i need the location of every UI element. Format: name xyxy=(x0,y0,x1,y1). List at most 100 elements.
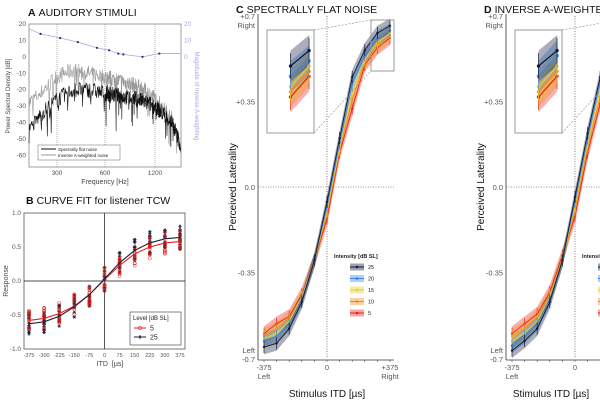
x-axis-label-text: ITD xyxy=(97,361,108,368)
data-point-20dB xyxy=(351,83,354,86)
data-point-25dB xyxy=(27,323,31,328)
data-point-25dB xyxy=(548,300,551,303)
legend-label: Spectrally flat noise xyxy=(58,147,98,152)
y-tick-sublabel: Right xyxy=(485,21,503,30)
legend-box xyxy=(37,144,121,161)
data-point-5dB xyxy=(87,287,92,292)
x-axis-label: Frequency [Hz] xyxy=(81,179,129,186)
data-point-25dB xyxy=(313,259,316,262)
data-point-5dB xyxy=(72,294,77,298)
data-point-25dB xyxy=(536,327,539,330)
curve-20dB xyxy=(290,60,310,77)
data-point-5dB xyxy=(72,292,77,297)
data-point-25dB xyxy=(300,300,303,303)
data-point-25dB xyxy=(288,64,293,68)
y-tick-label-right: 0 xyxy=(184,54,188,61)
data-point-25dB xyxy=(288,327,291,330)
y-tick-label: -1.0 xyxy=(10,346,22,353)
data-point-5dB xyxy=(102,286,107,290)
data-point-5dB xyxy=(132,263,137,268)
data-point-5dB xyxy=(42,313,46,318)
y-tick-label: 0 xyxy=(22,54,26,61)
data-point-25dB xyxy=(27,332,31,336)
panel-letter: C xyxy=(236,4,244,16)
y-tick-sublabel: Left xyxy=(242,346,255,355)
data-point-5dB xyxy=(147,251,152,256)
data-point-5dB xyxy=(57,301,62,305)
x-tick-label: 75 xyxy=(117,353,123,359)
panel-title-text: CURVE FIT for listener TCW xyxy=(37,195,171,207)
y-tick-label: 0.0 xyxy=(245,183,255,192)
inverse-a-weighting-point xyxy=(117,52,120,55)
y-tick-label: -0.35 xyxy=(238,269,255,278)
data-point-5dB xyxy=(178,243,182,248)
x-tick-label: -375 xyxy=(23,353,34,359)
data-point-5dB xyxy=(147,250,152,255)
x-axis-label: Stimulus ITD [µs] xyxy=(513,389,590,400)
data-point-5dB xyxy=(72,299,77,304)
data-point-25dB xyxy=(132,241,137,245)
legend-title: Intensity [dB SL] xyxy=(582,254,600,260)
legend-label: Inverse A-weighted noise xyxy=(58,153,109,158)
data-point-25dB xyxy=(388,24,392,27)
legend-label: 5 xyxy=(150,326,154,333)
curve-15dB xyxy=(290,65,310,88)
data-point-25dB xyxy=(72,310,77,314)
data-point-5dB xyxy=(42,327,46,332)
data-point-5dB xyxy=(27,320,31,325)
curve-25dB xyxy=(290,50,310,67)
y-tick-label: 1.0 xyxy=(12,210,21,217)
y-tick-label: -10 xyxy=(17,70,27,77)
data-point-5dB xyxy=(147,235,152,239)
panel-title-text: INVERSE A-WEIGHTED NOISE xyxy=(495,4,600,16)
panel-b-title: B CURVE FIT for listener TCW xyxy=(26,195,170,207)
data-point-5dB xyxy=(102,273,107,278)
data-point-25dB xyxy=(351,75,354,79)
y-tick-label: -60 xyxy=(17,152,27,159)
inverse-a-weighting-point xyxy=(141,55,144,58)
y-tick-sublabel: Right xyxy=(237,21,255,30)
spectrum-line-inverse-a-weighted xyxy=(28,63,182,154)
data-point-25dB xyxy=(586,132,589,135)
y-tick-label: -30 xyxy=(17,103,27,110)
data-point-25dB xyxy=(132,238,137,242)
x-tick-label: -75 xyxy=(85,353,93,359)
data-point-5dB xyxy=(178,245,182,250)
x-tick-label: -375 xyxy=(256,363,271,372)
data-point-25dB xyxy=(42,330,46,335)
zoom-connector xyxy=(561,91,600,134)
zoom-connector xyxy=(313,19,372,31)
y-axis-label: Perceived Laterality xyxy=(476,143,487,231)
data-point-25dB xyxy=(523,339,526,343)
y-tick-label-right: 10 xyxy=(184,37,192,44)
x-tick-label: 300 xyxy=(52,170,63,177)
data-point-25dB xyxy=(510,349,514,352)
data-point-5dB xyxy=(132,261,137,266)
data-point-5dB xyxy=(27,314,31,318)
legend-marker xyxy=(138,326,142,330)
data-point-25dB xyxy=(561,259,564,262)
data-point-5dB xyxy=(117,274,122,279)
panel-c: C SPECTRALLY FLAT NOISE Stimulus ITD [µs]… xyxy=(228,4,400,400)
legend-label: 20 xyxy=(368,277,374,283)
data-point-5dB xyxy=(117,257,122,262)
x-tick-label: 600 xyxy=(100,170,111,177)
data-point-25dB xyxy=(178,224,182,228)
legend-label: 15 xyxy=(368,288,374,294)
x-tick-label: 150 xyxy=(130,353,139,359)
data-point-5dB xyxy=(102,268,107,272)
legend-marker xyxy=(138,335,142,339)
x-tick-label: 0 xyxy=(573,363,577,372)
x-tick-label: 0 xyxy=(325,363,329,372)
data-point-20dB xyxy=(262,339,266,343)
data-point-5dB xyxy=(117,272,122,276)
inset-zoom xyxy=(266,29,315,134)
data-point-5dB xyxy=(102,266,107,270)
inverse-a-weighting-point xyxy=(108,49,111,52)
data-point-25dB xyxy=(376,31,379,35)
y-tick-sublabel: Left xyxy=(490,346,503,355)
